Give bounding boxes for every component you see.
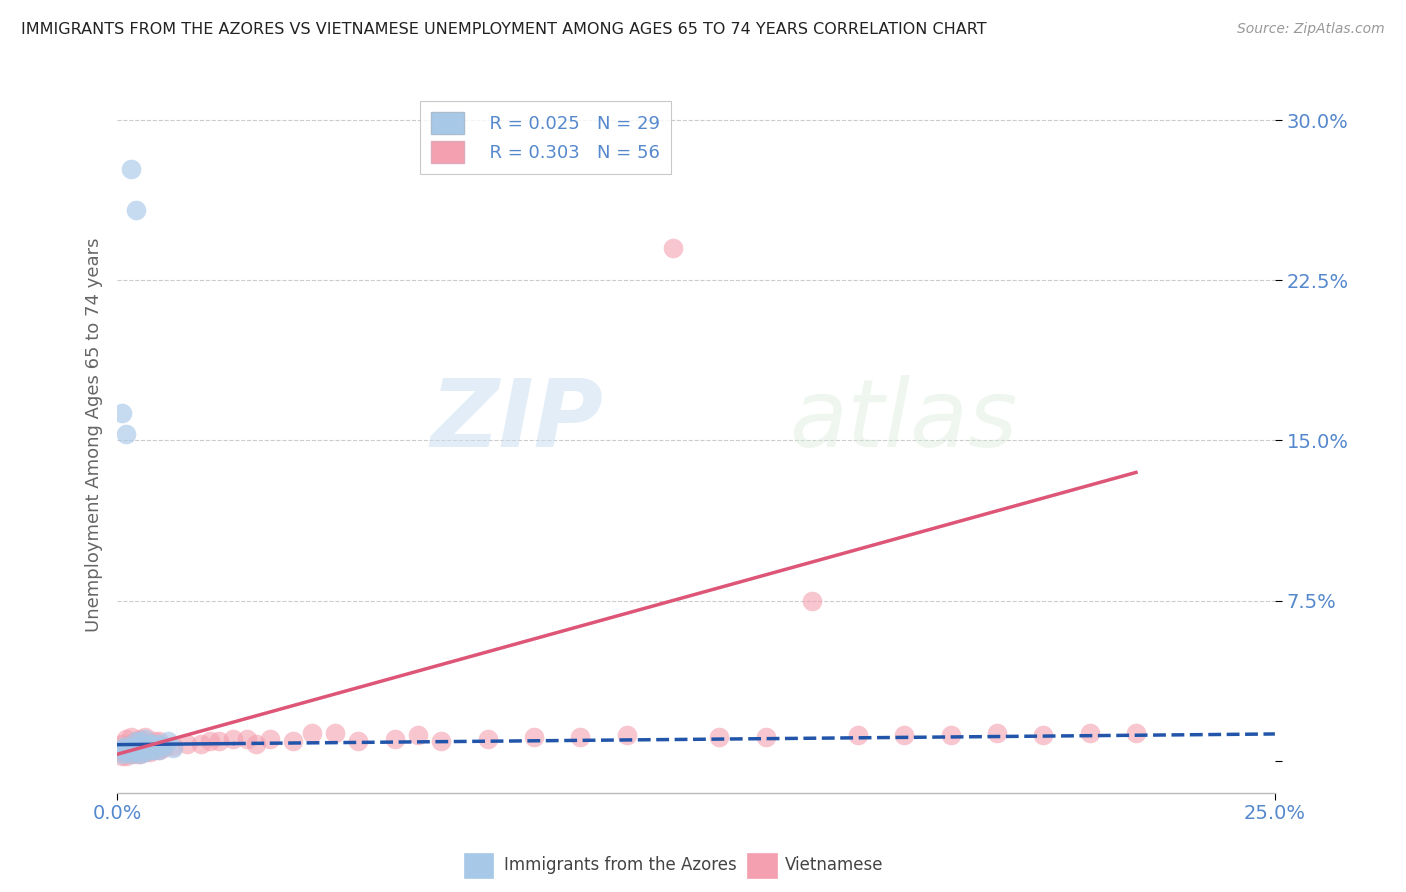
Bar: [747, 853, 776, 878]
Point: [1078, 726, 1101, 740]
Point: [129, 732, 152, 747]
Point: [301, 726, 323, 740]
Point: [143, 743, 166, 757]
Point: [143, 734, 166, 748]
Point: [115, 749, 138, 764]
Point: [111, 743, 134, 757]
Point: [939, 728, 962, 742]
Point: [138, 737, 160, 751]
Point: [125, 745, 148, 759]
Point: [129, 747, 152, 762]
Point: [120, 740, 142, 755]
Point: [125, 747, 148, 762]
Point: [143, 743, 166, 757]
Point: [208, 734, 231, 748]
Point: [138, 737, 160, 751]
Point: [347, 734, 370, 748]
Point: [134, 745, 156, 759]
Point: [111, 737, 134, 751]
Bar: [464, 853, 494, 878]
Point: [477, 732, 499, 747]
Point: [111, 740, 134, 755]
Point: [662, 241, 685, 255]
Point: [148, 743, 170, 757]
Point: [134, 739, 156, 753]
Point: [115, 732, 138, 747]
Point: [115, 739, 138, 753]
Point: [1032, 728, 1054, 742]
Point: [198, 734, 221, 748]
Point: [129, 740, 152, 755]
Point: [134, 745, 156, 759]
Point: [754, 730, 776, 744]
Point: [152, 739, 174, 753]
Point: [616, 728, 638, 742]
Point: [125, 734, 148, 748]
Point: [120, 730, 142, 744]
Point: [138, 743, 160, 757]
Point: [176, 737, 198, 751]
Point: [115, 739, 138, 753]
Legend:   R = 0.025   N = 29,   R = 0.303   N = 56: R = 0.025 N = 29, R = 0.303 N = 56: [420, 101, 671, 174]
Point: [384, 732, 406, 747]
Point: [129, 734, 152, 748]
Y-axis label: Unemployment Among Ages 65 to 74 years: Unemployment Among Ages 65 to 74 years: [86, 238, 103, 632]
Point: [157, 734, 180, 748]
Point: [709, 730, 731, 744]
Point: [162, 739, 184, 753]
Point: [190, 737, 212, 751]
Point: [115, 427, 138, 442]
Point: [134, 732, 156, 747]
Point: [323, 726, 346, 740]
Point: [148, 734, 170, 748]
Point: [1125, 726, 1147, 740]
Point: [120, 162, 142, 177]
Text: Source: ZipAtlas.com: Source: ZipAtlas.com: [1237, 22, 1385, 37]
Text: Vietnamese: Vietnamese: [785, 856, 883, 874]
Point: [125, 734, 148, 748]
Text: ZIP: ZIP: [430, 375, 603, 467]
Point: [245, 737, 267, 751]
Text: atlas: atlas: [789, 376, 1017, 467]
Point: [148, 743, 170, 757]
Point: [800, 593, 823, 607]
Point: [138, 745, 160, 759]
Point: [125, 740, 148, 755]
Point: [125, 202, 148, 217]
Point: [152, 740, 174, 755]
Point: [986, 726, 1008, 740]
Point: [430, 734, 453, 748]
Point: [893, 728, 915, 742]
Point: [143, 737, 166, 751]
Point: [111, 747, 134, 762]
Point: [111, 406, 134, 420]
Point: [115, 745, 138, 759]
Point: [523, 730, 546, 744]
Point: [406, 728, 429, 742]
Point: [846, 728, 869, 742]
Point: [569, 730, 592, 744]
Point: [222, 732, 245, 747]
Point: [120, 737, 142, 751]
Point: [162, 740, 184, 755]
Point: [120, 747, 142, 762]
Point: [283, 734, 305, 748]
Point: [129, 747, 152, 762]
Text: Immigrants from the Azores: Immigrants from the Azores: [505, 856, 737, 874]
Point: [259, 732, 281, 747]
Point: [148, 737, 170, 751]
Point: [129, 740, 152, 755]
Point: [115, 743, 138, 757]
Point: [120, 747, 142, 762]
Point: [115, 745, 138, 759]
Point: [111, 749, 134, 764]
Text: IMMIGRANTS FROM THE AZORES VS VIETNAMESE UNEMPLOYMENT AMONG AGES 65 TO 74 YEARS : IMMIGRANTS FROM THE AZORES VS VIETNAMESE…: [21, 22, 987, 37]
Point: [134, 730, 156, 744]
Point: [120, 743, 142, 757]
Point: [134, 739, 156, 753]
Point: [125, 739, 148, 753]
Point: [236, 732, 259, 747]
